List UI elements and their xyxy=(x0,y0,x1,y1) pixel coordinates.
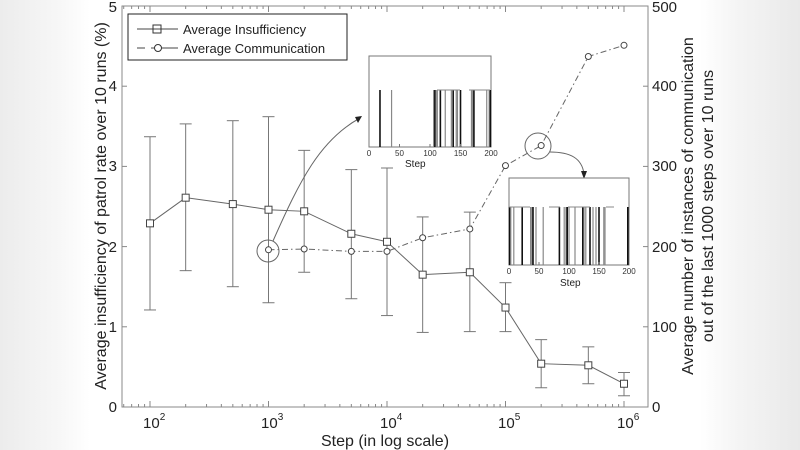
series-average-communication xyxy=(265,41,628,255)
square-marker-icon xyxy=(181,193,190,202)
y-axis-ticks xyxy=(122,5,648,408)
x-axis-label: Step (in log scale) xyxy=(321,433,449,450)
arrow-head-icon xyxy=(581,171,587,179)
svg-text:5: 5 xyxy=(109,0,117,16)
svg-text:400: 400 xyxy=(652,78,677,95)
circle-marker-icon xyxy=(584,53,592,61)
y-left-tick-labels: 0 1 2 3 4 5 xyxy=(109,0,117,416)
annotation-arrow-2 xyxy=(549,151,585,175)
svg-text:50: 50 xyxy=(535,267,544,276)
svg-text:150: 150 xyxy=(592,267,606,276)
square-marker-icon xyxy=(418,270,427,279)
square-marker-icon xyxy=(264,205,273,214)
x-tick-label: 102 xyxy=(143,412,166,432)
square-marker-icon xyxy=(584,361,593,370)
square-marker-icon xyxy=(537,359,546,368)
svg-text:200: 200 xyxy=(652,239,677,256)
square-marker-icon xyxy=(228,200,237,209)
svg-text:0: 0 xyxy=(652,399,660,416)
svg-text:0: 0 xyxy=(367,149,372,158)
square-marker-icon xyxy=(347,229,356,238)
legend: Average Insufficiency Average Communicat… xyxy=(127,13,348,61)
circle-marker-icon xyxy=(383,247,391,255)
square-marker-icon xyxy=(501,303,510,312)
legend-circle-marker-icon xyxy=(154,44,162,52)
svg-text:300: 300 xyxy=(652,158,677,175)
circle-marker-icon xyxy=(347,247,355,255)
svg-text:0: 0 xyxy=(109,399,117,416)
x-tick-label: 106 xyxy=(617,412,640,432)
svg-text:4: 4 xyxy=(109,78,117,95)
inset-2: 0 50 100 150 200 Step xyxy=(507,177,636,289)
circle-marker-icon xyxy=(466,225,474,233)
svg-text:200: 200 xyxy=(484,149,498,158)
y-right-axis-label-line1: Average number of instances of communica… xyxy=(680,37,697,375)
x-tick-label: 103 xyxy=(261,412,284,432)
inset-2-xlabel: Step xyxy=(560,278,581,289)
svg-text:100: 100 xyxy=(562,267,576,276)
svg-text:1: 1 xyxy=(109,319,117,336)
svg-text:200: 200 xyxy=(622,267,636,276)
svg-text:100: 100 xyxy=(652,319,677,336)
square-marker-icon xyxy=(465,268,474,277)
svg-text:100: 100 xyxy=(423,149,437,158)
svg-text:0: 0 xyxy=(507,267,512,276)
inset-1-xlabel: Step xyxy=(405,159,426,170)
annotation-circle-200000 xyxy=(524,132,552,160)
x-minor-ticks xyxy=(123,6,625,407)
annotation-arrow-1 xyxy=(272,117,361,242)
legend-item-insufficiency: Average Insufficiency xyxy=(183,22,307,37)
arrow-head-icon xyxy=(355,116,362,123)
circle-marker-icon xyxy=(300,245,308,253)
x-tick-label: 104 xyxy=(380,412,403,432)
svg-text:150: 150 xyxy=(454,149,468,158)
annotation-circle-1000 xyxy=(256,239,280,263)
circle-marker-icon xyxy=(502,162,509,170)
circle-marker-icon xyxy=(265,246,272,254)
square-marker-icon xyxy=(146,219,154,228)
x-tick-label: 105 xyxy=(498,412,521,432)
square-marker-icon xyxy=(383,237,391,246)
circle-marker-icon xyxy=(419,234,427,242)
circle-marker-icon xyxy=(620,41,628,49)
svg-text:3: 3 xyxy=(109,158,117,175)
y-right-axis-label-line2: out of the last 1000 steps over 10 runs xyxy=(700,70,717,342)
svg-text:500: 500 xyxy=(652,0,677,16)
square-marker-icon xyxy=(620,379,628,388)
inset-1: 0 50 100 150 200 Step xyxy=(367,55,498,170)
square-marker-icon xyxy=(300,207,309,216)
series-average-insufficiency xyxy=(146,193,628,388)
circle-marker-icon xyxy=(537,142,545,150)
svg-text:2: 2 xyxy=(109,239,117,256)
svg-text:50: 50 xyxy=(395,149,404,158)
y-left-axis-label: Average insufficiency of patrol rate ove… xyxy=(93,22,110,390)
legend-square-marker-icon xyxy=(152,24,162,34)
legend-item-communication: Average Communication xyxy=(183,41,325,56)
x-axis-tick-labels: 102 103 104 105 106 xyxy=(143,412,640,432)
y-right-tick-labels: 0 100 200 300 400 500 xyxy=(652,0,677,416)
